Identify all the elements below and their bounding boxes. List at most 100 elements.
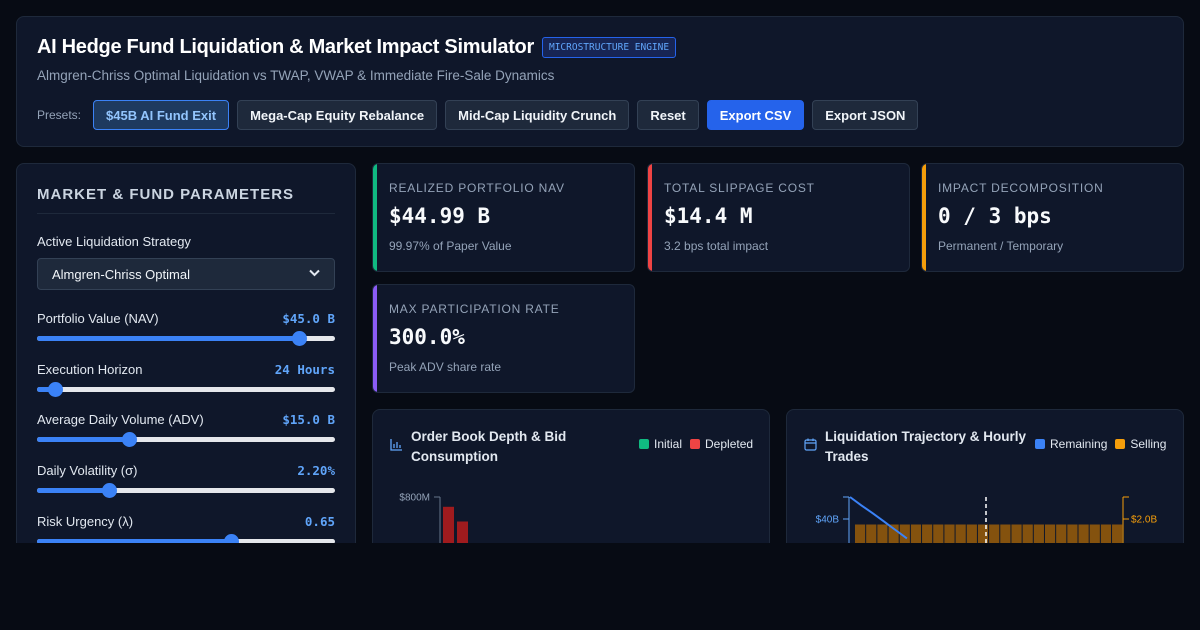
- selling-bar[interactable]: [866, 524, 877, 544]
- slider-fill: [37, 437, 130, 442]
- param-label: Execution Horizon: [37, 362, 143, 377]
- selling-bar[interactable]: [888, 524, 899, 544]
- order-book-chart-card: Order Book Depth & Bid Consumption Initi…: [372, 409, 770, 543]
- selling-bar[interactable]: [933, 524, 944, 544]
- trajectory-plot: $40B $2.0B: [816, 496, 1157, 544]
- order-book-legend: Initial Depleted: [639, 437, 753, 451]
- legend-item-initial[interactable]: Initial: [639, 437, 682, 451]
- kpi-accent-bar: [373, 164, 377, 271]
- strategy-label: Active Liquidation Strategy: [37, 234, 191, 249]
- selling-bar[interactable]: [899, 524, 910, 544]
- param-value: 24 Hours: [274, 362, 335, 377]
- chart-title-line: Consumption: [411, 449, 498, 464]
- selling-bar[interactable]: [966, 524, 977, 544]
- adv-slider[interactable]: [37, 432, 335, 447]
- selling-bar[interactable]: [944, 524, 955, 544]
- legend-label: Remaining: [1050, 437, 1108, 451]
- selling-bar[interactable]: [910, 524, 922, 544]
- kpi-impact-decomposition: IMPACT DECOMPOSITION 0 / 3 bps Permanent…: [921, 163, 1184, 272]
- param-volatility: Daily Volatility (σ) 2.20%: [37, 463, 335, 498]
- slider-thumb[interactable]: [122, 432, 138, 447]
- chevron-down-icon: [309, 269, 320, 280]
- presets-toolbar: Presets: $45B AI Fund Exit Mega-Cap Equi…: [37, 100, 919, 130]
- strategy-select-value: Almgren-Chriss Optimal: [52, 266, 190, 282]
- kpi-value: 0 / 3 bps: [938, 204, 1052, 228]
- preset-mega-cap-button[interactable]: Mega-Cap Equity Rebalance: [237, 100, 438, 130]
- selling-bar[interactable]: [1100, 524, 1112, 544]
- selling-bar[interactable]: [1112, 524, 1123, 544]
- legend-label: Initial: [654, 437, 683, 451]
- slider-thumb[interactable]: [47, 382, 63, 397]
- param-execution-horizon: Execution Horizon 24 Hours: [37, 362, 335, 397]
- selling-bar[interactable]: [1033, 524, 1044, 544]
- chart-title-line: Trades: [825, 449, 869, 464]
- selling-bar[interactable]: [922, 524, 933, 544]
- selling-bar[interactable]: [977, 524, 989, 544]
- slider-thumb[interactable]: [223, 534, 239, 543]
- kpi-total-slippage: TOTAL SLIPPAGE COST $14.4 M 3.2 bps tota…: [647, 163, 910, 272]
- param-value: $45.0 B: [282, 311, 335, 326]
- selling-bar[interactable]: [1089, 524, 1100, 544]
- selling-bar[interactable]: [989, 524, 1000, 544]
- export-csv-button[interactable]: Export CSV: [706, 100, 805, 130]
- kpi-subtext: Permanent / Temporary: [938, 239, 1064, 253]
- selling-bar[interactable]: [1067, 524, 1078, 544]
- param-risk-urgency: Risk Urgency (λ) 0.65: [37, 514, 335, 543]
- slider-fill: [37, 539, 231, 543]
- y-tick-label: $800M: [399, 493, 430, 504]
- legend-swatch: [690, 439, 701, 449]
- legend-label: Selling: [1130, 437, 1167, 451]
- kpi-label: TOTAL SLIPPAGE COST: [664, 181, 815, 195]
- strategy-select[interactable]: Almgren-Chriss Optimal: [37, 258, 335, 290]
- selling-bar[interactable]: [1056, 524, 1067, 544]
- portfolio-value-slider[interactable]: [37, 331, 335, 346]
- legend-swatch: [1035, 439, 1045, 449]
- kpi-label: REALIZED PORTFOLIO NAV: [389, 181, 565, 195]
- param-value: 2.20%: [297, 463, 335, 478]
- slider-thumb[interactable]: [292, 331, 308, 346]
- slider-thumb[interactable]: [101, 483, 117, 498]
- selling-bar[interactable]: [1078, 524, 1089, 544]
- selling-bar[interactable]: [1011, 524, 1022, 544]
- selling-bar[interactable]: [1022, 524, 1033, 544]
- param-label: Daily Volatility (σ): [37, 463, 138, 478]
- reset-button[interactable]: Reset: [637, 100, 699, 130]
- selling-bar[interactable]: [955, 524, 966, 544]
- preset-ai-fund-exit-button[interactable]: $45B AI Fund Exit: [93, 100, 230, 130]
- left-y-tick-label: $40B: [816, 515, 840, 526]
- kpi-subtext: 99.97% of Paper Value: [389, 239, 512, 253]
- export-json-button[interactable]: Export JSON: [812, 100, 919, 130]
- param-portfolio-value: Portfolio Value (NAV) $45.0 B: [37, 311, 335, 346]
- legend-item-remaining[interactable]: Remaining: [1035, 437, 1107, 451]
- param-label: Average Daily Volume (ADV): [37, 412, 204, 427]
- depleted-bar[interactable]: [443, 506, 454, 543]
- param-adv: Average Daily Volume (ADV) $15.0 B: [37, 412, 335, 447]
- param-label: Portfolio Value (NAV): [37, 311, 159, 326]
- kpi-value: 300.0%: [389, 325, 465, 349]
- legend-swatch: [639, 439, 649, 449]
- kpi-subtext: Peak ADV share rate: [389, 360, 502, 374]
- bar-chart-icon: [390, 438, 403, 456]
- selling-bar[interactable]: [855, 524, 866, 544]
- depleted-bar[interactable]: [457, 521, 468, 544]
- calendar-icon: [804, 438, 817, 456]
- legend-item-selling[interactable]: Selling: [1115, 437, 1166, 451]
- legend-item-depleted[interactable]: Depleted: [690, 437, 753, 451]
- title-row: AI Hedge Fund Liquidation & Market Impac…: [37, 36, 677, 59]
- risk-urgency-slider[interactable]: [37, 534, 335, 543]
- preset-mid-cap-button[interactable]: Mid-Cap Liquidity Crunch: [445, 100, 630, 130]
- parameters-panel: MARKET & FUND PARAMETERS Active Liquidat…: [16, 163, 356, 543]
- trajectory-legend: Remaining Selling: [1035, 437, 1166, 451]
- selling-bar[interactable]: [877, 524, 888, 544]
- selling-bar[interactable]: [1044, 524, 1056, 544]
- order-book-plot: $800M: [399, 493, 468, 544]
- param-value: $15.0 B: [282, 412, 335, 427]
- param-value: 0.65: [304, 514, 335, 529]
- selling-bar[interactable]: [1000, 524, 1011, 544]
- engine-badge: MICROSTRUCTURE ENGINE: [541, 37, 677, 58]
- parameters-title: MARKET & FUND PARAMETERS: [37, 186, 335, 214]
- execution-horizon-slider[interactable]: [37, 382, 335, 397]
- kpi-accent-bar: [648, 164, 652, 271]
- page-title: AI Hedge Fund Liquidation & Market Impac…: [37, 36, 534, 58]
- volatility-slider[interactable]: [37, 483, 335, 498]
